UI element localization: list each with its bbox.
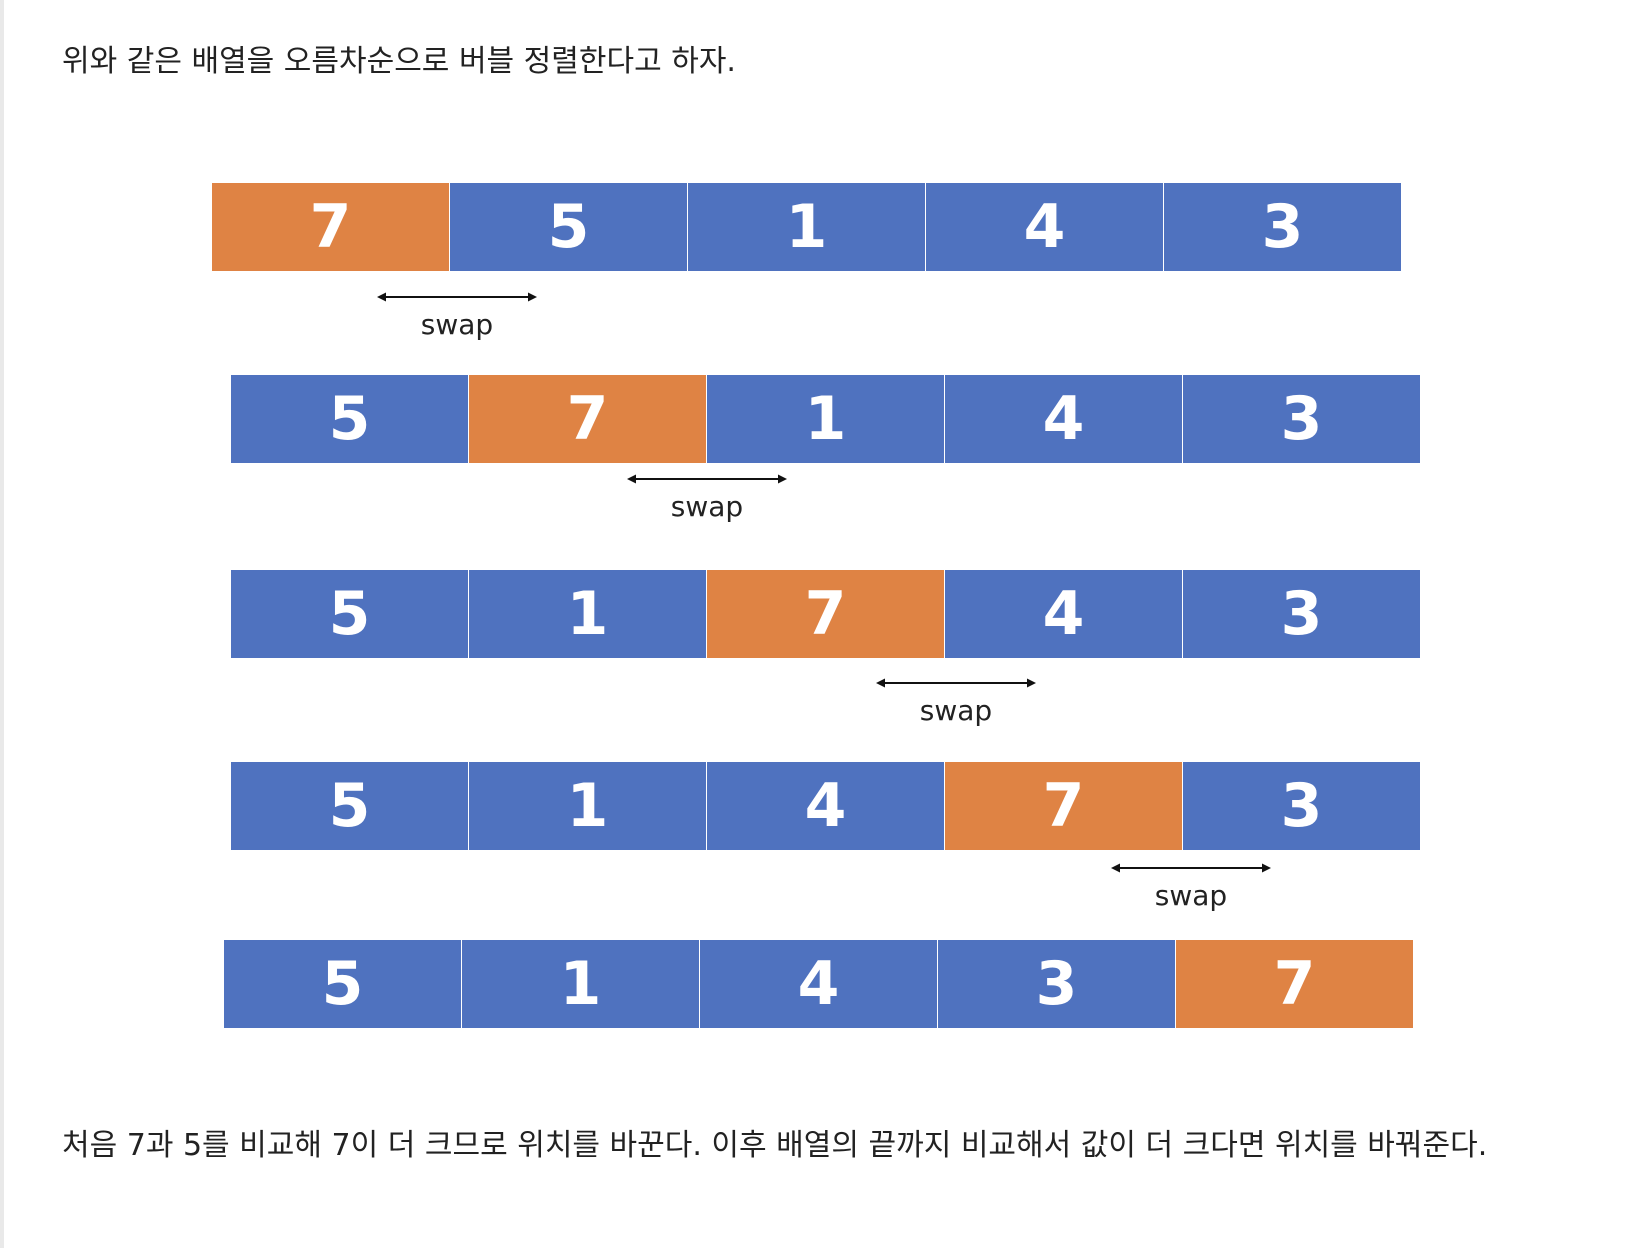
array-cell: 7 <box>1176 940 1413 1028</box>
array-cell: 3 <box>1183 375 1420 463</box>
left-border <box>0 0 4 1248</box>
array-cell: 3 <box>938 940 1175 1028</box>
double-arrow-icon <box>377 292 537 302</box>
double-arrow-icon <box>1111 863 1271 873</box>
array-cell: 4 <box>700 940 937 1028</box>
array-cell: 1 <box>462 940 699 1028</box>
array-cell: 5 <box>224 940 461 1028</box>
array-cell: 3 <box>1183 762 1420 850</box>
array-cell: 5 <box>231 570 468 658</box>
array-cell: 3 <box>1183 570 1420 658</box>
double-arrow-icon <box>627 474 787 484</box>
swap-label: swap <box>919 694 993 727</box>
swap-label: swap <box>670 490 744 523</box>
array-cell: 5 <box>450 183 687 271</box>
array-cell: 7 <box>469 375 706 463</box>
array-cell: 1 <box>469 570 706 658</box>
double-arrow-icon <box>876 678 1036 688</box>
array-cell: 7 <box>212 183 449 271</box>
swap-label: swap <box>420 308 494 341</box>
intro-paragraph: 위와 같은 배열을 오름차순으로 버블 정렬한다고 하자. <box>62 44 736 79</box>
array-cell: 1 <box>707 375 944 463</box>
array-cell: 4 <box>707 762 944 850</box>
array-cell: 5 <box>231 375 468 463</box>
array-cell: 5 <box>231 762 468 850</box>
swap-label: swap <box>1154 879 1228 912</box>
array-cell: 3 <box>1164 183 1401 271</box>
array-cell: 1 <box>688 183 925 271</box>
array-cell: 4 <box>945 570 1182 658</box>
array-cell: 1 <box>469 762 706 850</box>
array-cell: 7 <box>707 570 944 658</box>
array-cell: 7 <box>945 762 1182 850</box>
array-cell: 4 <box>945 375 1182 463</box>
array-cell: 4 <box>926 183 1163 271</box>
outro-paragraph: 처음 7과 5를 비교해 7이 더 크므로 위치를 바꾼다. 이후 배열의 끝까… <box>62 1128 1488 1163</box>
